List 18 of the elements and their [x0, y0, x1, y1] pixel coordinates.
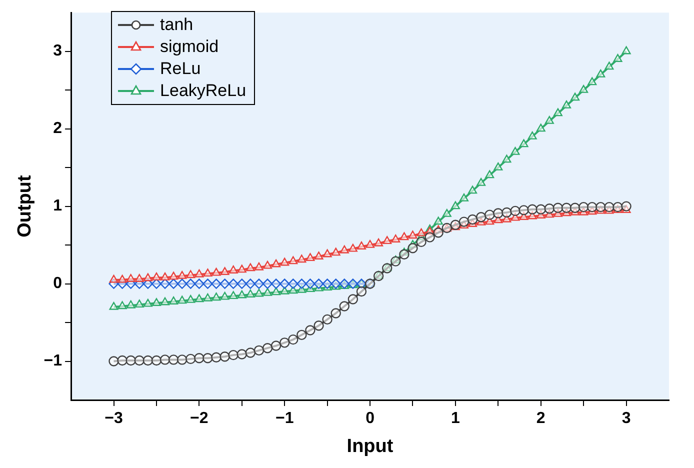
x-tick-label: −2 [190, 410, 208, 428]
y-tick-label: 0 [53, 275, 62, 292]
legend-label: tanh [160, 14, 194, 36]
x-tick-label: 0 [366, 410, 375, 428]
x-tick-label: −3 [104, 410, 123, 428]
y-tick-label: −1 [44, 352, 62, 370]
x-axis-title: Input [346, 436, 394, 457]
x-tick-label: −1 [275, 410, 294, 428]
y-tick-label: 1 [53, 198, 62, 215]
y-tick-label: 2 [53, 120, 62, 138]
x-tick-label: 1 [450, 410, 460, 428]
legend-label: LeakyReLu [160, 80, 246, 102]
legend-label: sigmoid [160, 36, 219, 58]
x-tick-label: 3 [622, 410, 631, 428]
x-tick-label: 2 [536, 410, 546, 428]
legend-label: ReLu [160, 58, 201, 80]
y-tick-label: 3 [53, 42, 62, 60]
y-axis-title: Output [14, 174, 36, 238]
